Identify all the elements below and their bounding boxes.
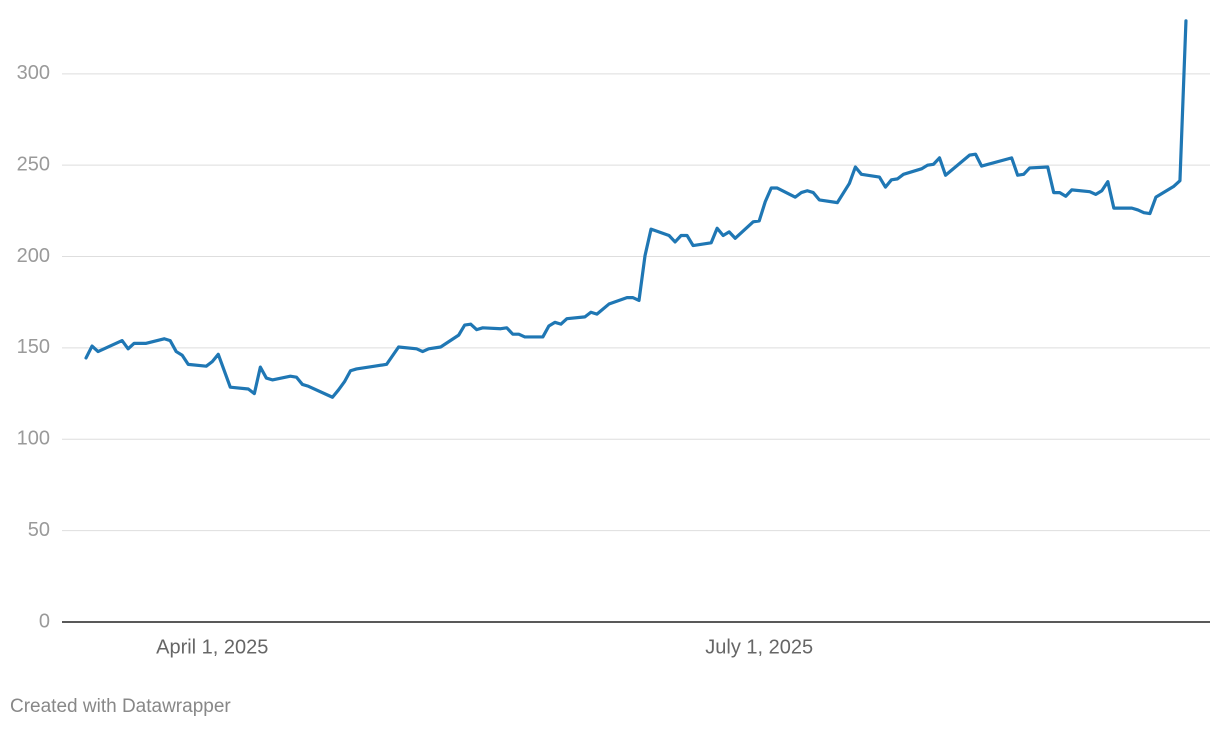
y-tick-label: 300 xyxy=(17,62,50,84)
y-tick-label: 0 xyxy=(39,610,50,632)
data-line xyxy=(84,19,1188,399)
y-tick-label: 100 xyxy=(17,428,50,450)
x-tick-label: July 1, 2025 xyxy=(705,636,813,658)
y-tick-label: 200 xyxy=(17,245,50,267)
source-credit: Created with Datawrapper xyxy=(10,696,231,717)
y-tick-label: 250 xyxy=(17,153,50,175)
y-tick-label: 50 xyxy=(28,519,50,541)
y-tick-label: 150 xyxy=(17,336,50,358)
x-tick-label: April 1, 2025 xyxy=(156,636,268,658)
